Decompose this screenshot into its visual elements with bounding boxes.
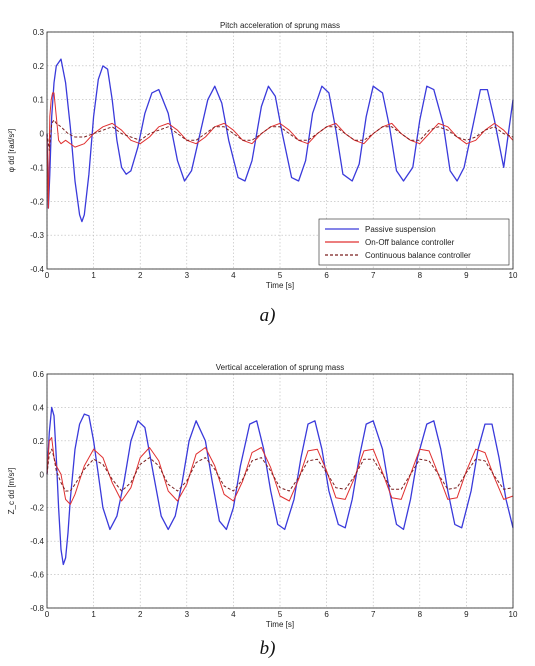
x-tick-label: 0 <box>45 610 50 619</box>
series-line-2 <box>46 437 514 505</box>
x-tick-label: 1 <box>91 271 96 280</box>
y-tick-label: 0.2 <box>33 62 45 71</box>
figure-caption-a: a) <box>259 305 276 326</box>
series-line-1 <box>46 406 514 566</box>
pitch-acceleration-chart: 0 1 2 3 4 5 6 7 8 9 10 -0.4 -0.3 -0.2 -0.1 0 0.1 0.2 0.3 Pi… <box>7 21 518 290</box>
legend-label-3: Continuous balance controller <box>365 251 471 260</box>
y-tick-label: -0.4 <box>30 265 44 274</box>
y-tick-label: -0.1 <box>30 163 44 172</box>
chart-title: Vertical acceleration of sprung mass <box>216 363 345 372</box>
figure-caption-b: b) <box>259 638 276 659</box>
y-tick-label: 0.6 <box>33 370 45 379</box>
plot-frame <box>46 373 514 609</box>
x-axis-label: Time [s] <box>266 620 294 629</box>
legend: Passive suspension On-Off balance control… <box>318 218 510 266</box>
y-tick-label: 0.4 <box>33 403 45 412</box>
y-tick-label: -0.6 <box>30 571 44 580</box>
y-axis-label: Z_c dd [m/s²] <box>7 468 16 515</box>
x-tick-label: 5 <box>278 610 283 619</box>
x-tick-label: 6 <box>324 271 329 280</box>
x-tick-label: 9 <box>464 610 469 619</box>
y-tick-label: 0.1 <box>33 96 45 105</box>
x-tick-label: 2 <box>138 271 143 280</box>
x-tick-label: 3 <box>185 271 190 280</box>
y-tick-label: -0.2 <box>30 504 44 513</box>
x-tick-label: 10 <box>509 610 518 619</box>
x-tick-label: 8 <box>418 610 423 619</box>
plot-frame <box>46 31 514 270</box>
x-tick-label: 2 <box>138 610 143 619</box>
legend-label-2: On-Off balance controller <box>365 238 455 247</box>
series-line-1 <box>46 58 514 223</box>
y-tick-label: -0.4 <box>30 537 44 546</box>
x-axis-label: Time [s] <box>266 281 294 290</box>
x-tick-label: 10 <box>509 271 518 280</box>
y-tick-label: -0.3 <box>30 231 44 240</box>
series-line-2 <box>46 92 514 209</box>
x-tick-label: 5 <box>278 271 283 280</box>
series-line-3 <box>46 448 514 492</box>
x-tick-label: 0 <box>45 271 50 280</box>
y-tick-label: 0.2 <box>33 437 45 446</box>
vertical-acceleration-chart: 0 1 2 3 4 5 6 7 8 9 10 -0.8 -0.6 -0.4 -0.2 0 0.2 0.4 0.6 Ve… <box>7 363 518 629</box>
x-tick-label: 9 <box>464 271 469 280</box>
x-tick-label: 1 <box>91 610 96 619</box>
x-tick-label: 7 <box>371 610 376 619</box>
x-tick-label: 4 <box>231 271 236 280</box>
x-tick-label: 8 <box>418 271 423 280</box>
y-tick-label: 0 <box>40 470 45 479</box>
series-line-3 <box>46 119 514 151</box>
chart-title: Pitch acceleration of sprung mass <box>220 21 340 30</box>
x-tick-label: 7 <box>371 271 376 280</box>
legend-label-1: Passive suspension <box>365 225 436 234</box>
y-tick-label: -0.8 <box>30 604 44 613</box>
x-tick-label: 6 <box>324 610 329 619</box>
y-tick-label: 0 <box>40 130 45 139</box>
x-tick-label: 3 <box>185 610 190 619</box>
y-tick-label: -0.2 <box>30 197 44 206</box>
y-tick-label: 0.3 <box>33 28 45 37</box>
y-axis-label: φ dd [rad/s²] <box>7 129 16 172</box>
x-tick-label: 4 <box>231 610 236 619</box>
